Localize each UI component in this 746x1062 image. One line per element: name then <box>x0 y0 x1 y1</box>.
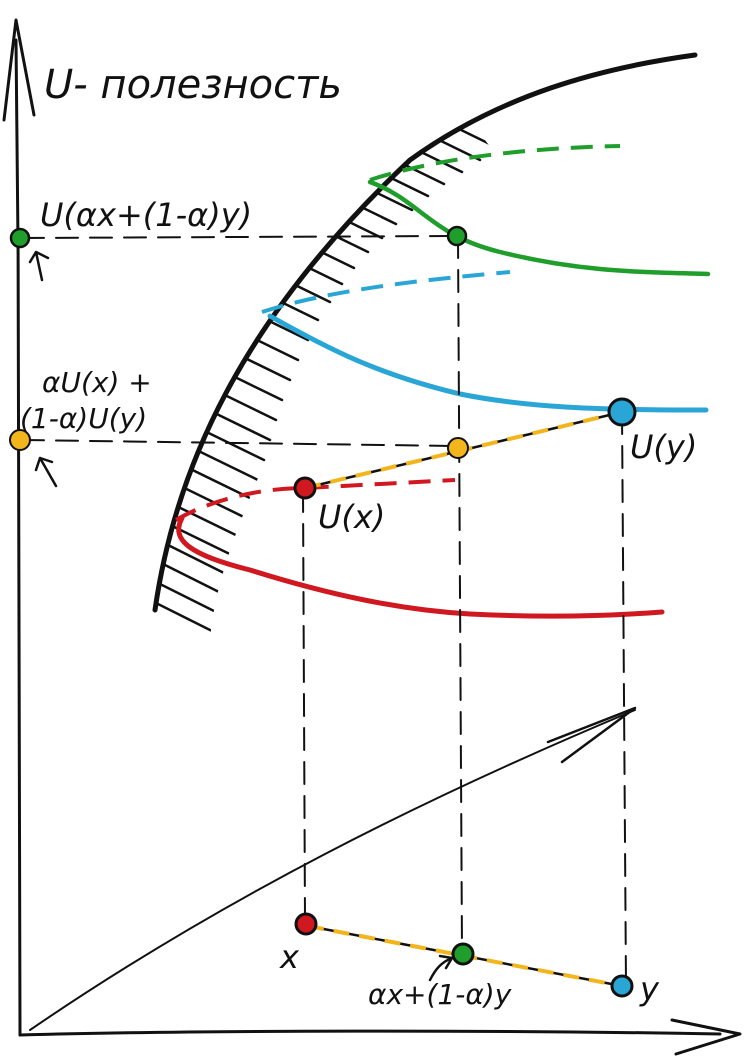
point-y <box>610 974 634 998</box>
label-combo-line2: (1-α)U(y) <box>20 402 147 435</box>
label-y: y <box>639 970 660 1008</box>
label-x: x <box>279 938 300 976</box>
guide-vertical-x <box>302 489 306 921</box>
green-level-curve <box>367 179 711 277</box>
point-mix <box>451 942 475 966</box>
pointer-arrow-combo <box>34 456 58 488</box>
diagonal-axis-arrow <box>546 706 637 764</box>
blue-dashed-extension <box>261 270 511 314</box>
hatched-region <box>155 120 500 640</box>
point-x <box>294 912 318 936</box>
diagonal-axis <box>29 709 636 1031</box>
label-utility-y: U(y) <box>630 428 697 466</box>
guide-mix-utility <box>21 235 456 239</box>
red-dashed-extension <box>174 478 456 522</box>
label-mix-utility: U(αx+(1-α)y) <box>40 196 252 234</box>
point-utility-x <box>293 476 317 500</box>
x-axis <box>18 1029 722 1037</box>
guide-vertical-y <box>621 411 627 986</box>
guide-combo-utility <box>21 439 456 447</box>
pointer-arrow-mix <box>28 250 50 282</box>
point-axis-mix-utility <box>9 227 31 249</box>
label-utility-x: U(x) <box>318 498 385 536</box>
y-axis <box>14 38 23 1037</box>
guide-vertical-mix <box>457 235 463 951</box>
point-axis-combo-utility <box>9 429 31 451</box>
label-combo-line1: αU(x) + <box>42 366 152 399</box>
blue-level-curve <box>267 313 709 413</box>
green-dashed-extension <box>369 144 621 182</box>
point-utility-y <box>607 397 637 427</box>
point-mix-utility <box>446 225 468 247</box>
y-axis-arrow <box>2 18 36 122</box>
label-mix-point: αx+(1-α)y <box>368 978 512 1011</box>
red-level-curve <box>176 515 665 619</box>
utility-boundary-curve <box>152 52 698 613</box>
y-axis-label: U- полезность <box>44 62 342 108</box>
point-combo-utility <box>447 437 469 459</box>
pointer-arrow-mix-point <box>428 954 454 982</box>
x-axis-arrow <box>670 1018 742 1056</box>
